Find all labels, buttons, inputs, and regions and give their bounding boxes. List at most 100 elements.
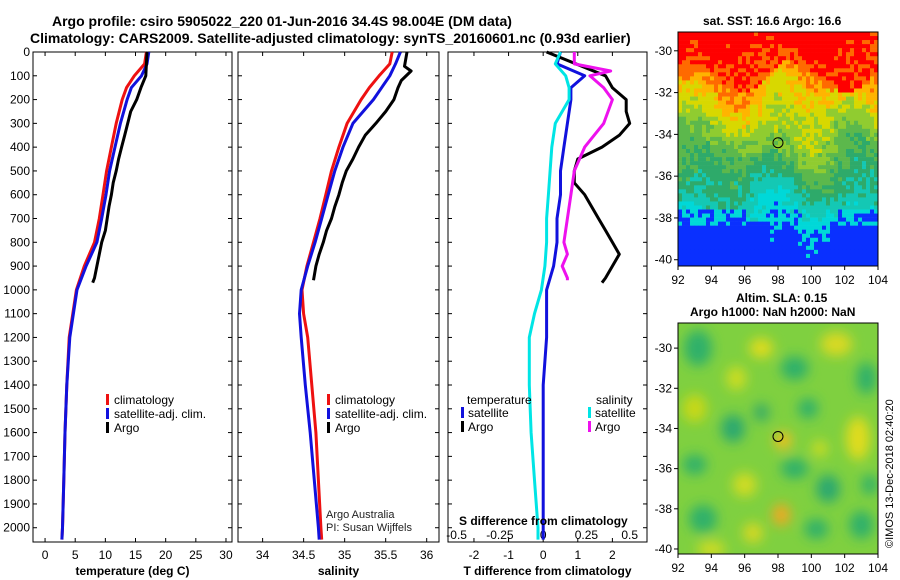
sst-cell (782, 169, 787, 174)
sst-cell (718, 193, 723, 198)
sst-cell (714, 44, 719, 49)
sst-cell (706, 209, 711, 214)
sst-cell (730, 36, 735, 41)
sst-cell (754, 261, 759, 266)
sst-cell (814, 64, 819, 69)
sst-cell (698, 52, 703, 57)
sst-cell (798, 76, 803, 81)
sst-cell (694, 96, 699, 101)
sst-cell (798, 221, 803, 226)
sst-cell (682, 120, 687, 126)
sst-cell (818, 128, 823, 134)
sst-cell (862, 132, 867, 138)
sst-cell (754, 165, 759, 170)
sst-cell (810, 161, 815, 166)
sst-cell (770, 157, 775, 162)
sst-cell (686, 72, 691, 77)
sst-cell (682, 181, 687, 186)
sst-cell (830, 88, 835, 93)
sst-cell (814, 96, 819, 101)
sst-cell (750, 177, 755, 182)
sst-cell (870, 88, 875, 93)
sst-cell (682, 261, 687, 266)
sst-cell (702, 225, 707, 230)
sst-cell (782, 245, 787, 251)
x-tick-label: 34 (256, 548, 270, 562)
sst-cell (854, 84, 859, 89)
sst-cell (682, 209, 687, 214)
sst-cell (786, 249, 791, 255)
sst-cell (854, 60, 859, 65)
sst-cell (818, 237, 823, 243)
sst-cell (710, 165, 715, 170)
sst-cell (802, 120, 807, 126)
sst-cell (758, 108, 763, 113)
sst-cell (702, 76, 707, 81)
sst-cell (874, 56, 878, 61)
sst-cell (710, 80, 715, 85)
sst-cell (858, 120, 863, 126)
sst-cell (822, 157, 827, 162)
sst-cell (714, 60, 719, 65)
sst-cell (806, 229, 811, 235)
sst-cell (682, 48, 687, 53)
sst-cell (822, 56, 827, 61)
sst-cell (786, 173, 791, 178)
sst-cell (850, 261, 855, 266)
sst-cell (822, 245, 827, 251)
sst-cell (746, 108, 751, 113)
sst-cell (718, 88, 723, 93)
sst-cell (786, 128, 791, 134)
sst-cell (774, 136, 779, 142)
sst-cell (814, 132, 819, 138)
sst-cell (714, 104, 719, 109)
sst-cell (766, 153, 771, 158)
sst-cell (862, 161, 867, 166)
lon-tick-label: 98 (771, 561, 785, 575)
sst-cell (754, 225, 759, 230)
sst-cell (766, 76, 771, 81)
sst-cell (770, 136, 775, 142)
sst-cell (834, 104, 839, 109)
sst-cell (834, 189, 839, 194)
sst-cell (726, 68, 731, 73)
sst-cell (710, 245, 715, 251)
sst-cell (730, 241, 735, 247)
sst-cell (706, 201, 711, 206)
lat-tick-label: -36 (655, 169, 673, 183)
sst-cell (682, 221, 687, 226)
sst-cell (842, 241, 847, 247)
sst-cell (774, 193, 779, 198)
sst-cell (690, 60, 695, 65)
sst-cell (830, 161, 835, 166)
sst-cell (710, 257, 715, 263)
sst-cell (762, 189, 767, 194)
sst-cell (750, 225, 755, 230)
sst-cell (854, 124, 859, 130)
sst-cell (874, 112, 878, 118)
sst-cell (742, 209, 747, 214)
sst-cell (706, 76, 711, 81)
sst-cell (790, 64, 795, 69)
sst-cell (694, 193, 699, 198)
sst-cell (790, 185, 795, 190)
sst-cell (782, 157, 787, 162)
sst-cell (814, 225, 819, 230)
sst-cell (782, 120, 787, 126)
sst-cell (862, 104, 867, 109)
sst-cell (746, 136, 751, 142)
sst-cell (874, 104, 878, 109)
sst-cell (790, 229, 795, 235)
sst-cell (814, 100, 819, 105)
sst-cell (798, 120, 803, 126)
sst-cell (822, 144, 827, 150)
sst-cell (854, 149, 859, 154)
sst-cell (742, 140, 747, 146)
sla-anomaly (861, 474, 878, 495)
sst-cell (802, 88, 807, 93)
sst-cell (854, 261, 859, 266)
sst-cell (830, 257, 835, 263)
sst-cell (754, 209, 759, 214)
sst-cell (826, 213, 831, 218)
sst-cell (870, 169, 875, 174)
